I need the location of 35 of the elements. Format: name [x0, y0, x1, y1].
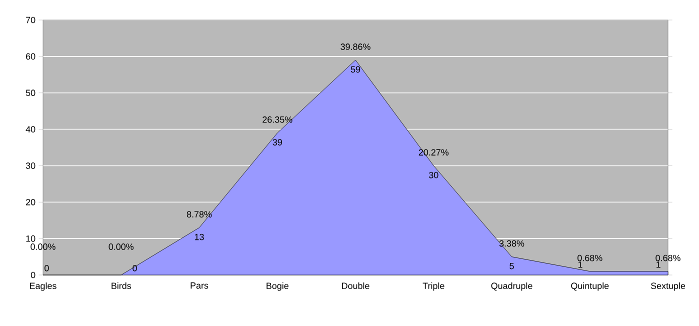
data-label: 59	[350, 66, 360, 73]
y-tick-label: 60	[26, 53, 36, 60]
data-label: 13	[194, 234, 204, 240]
y-tick-label: 70	[26, 16, 36, 24]
x-tick-label: Double	[342, 282, 370, 290]
data-label: 30	[428, 172, 438, 178]
data-label: 5	[510, 262, 514, 270]
x-tick-label: Pars	[190, 282, 208, 289]
annotation: 26.35%	[262, 116, 292, 123]
x-tick-label: Bogie	[266, 282, 288, 291]
x-tick-label: Triple	[422, 282, 444, 291]
annotation: 0.68%	[578, 254, 602, 262]
annotation: 0.00%	[30, 244, 56, 250]
annotation: 3.38%	[499, 240, 524, 247]
data-label: 39	[272, 139, 282, 146]
data-label: 0	[44, 264, 49, 272]
x-tick-label: Quintuple	[571, 282, 609, 291]
y-tick-label: 40	[26, 126, 36, 132]
x-tick-label: Quadruple	[491, 282, 532, 291]
y-tick-label: 50	[26, 90, 36, 96]
x-tick-label: Birds	[112, 282, 132, 290]
data-label: 1	[578, 262, 582, 268]
x-tick-label: Sextuple	[650, 282, 686, 291]
annotation: 0.68%	[656, 254, 680, 262]
annotation: 20.27%	[418, 149, 449, 156]
annotation: 0.00%	[108, 244, 134, 250]
annotation: 39.86%	[340, 44, 370, 50]
y-tick-label: 30	[26, 162, 36, 169]
annotation: 8.78%	[186, 211, 212, 218]
y-tick-label: 20	[26, 198, 36, 206]
y-tick-label: 10	[26, 235, 36, 242]
data-label: 1	[656, 262, 660, 268]
data-label: 0	[132, 264, 137, 272]
y-tick-label: 0	[30, 272, 36, 278]
x-tick-label: Eagles	[30, 282, 56, 291]
